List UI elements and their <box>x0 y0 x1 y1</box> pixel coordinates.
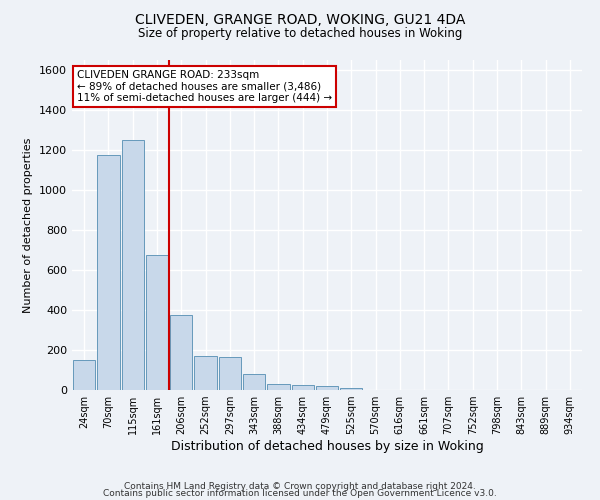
Bar <box>122 140 144 390</box>
Bar <box>146 255 168 390</box>
Bar <box>194 356 217 390</box>
Text: Size of property relative to detached houses in Woking: Size of property relative to detached ho… <box>138 28 462 40</box>
Bar <box>340 388 362 390</box>
Bar <box>316 386 338 390</box>
Bar <box>73 360 95 390</box>
Text: Contains public sector information licensed under the Open Government Licence v3: Contains public sector information licen… <box>103 490 497 498</box>
Y-axis label: Number of detached properties: Number of detached properties <box>23 138 34 312</box>
Bar <box>243 374 265 390</box>
Bar <box>267 384 290 390</box>
Bar <box>218 357 241 390</box>
X-axis label: Distribution of detached houses by size in Woking: Distribution of detached houses by size … <box>170 440 484 453</box>
Text: CLIVEDEN, GRANGE ROAD, WOKING, GU21 4DA: CLIVEDEN, GRANGE ROAD, WOKING, GU21 4DA <box>135 12 465 26</box>
Text: Contains HM Land Registry data © Crown copyright and database right 2024.: Contains HM Land Registry data © Crown c… <box>124 482 476 491</box>
Bar <box>170 315 193 390</box>
Bar <box>97 155 119 390</box>
Text: CLIVEDEN GRANGE ROAD: 233sqm
← 89% of detached houses are smaller (3,486)
11% of: CLIVEDEN GRANGE ROAD: 233sqm ← 89% of de… <box>77 70 332 103</box>
Bar <box>292 385 314 390</box>
